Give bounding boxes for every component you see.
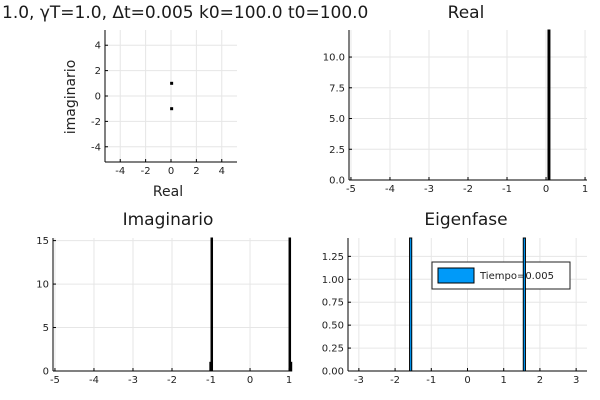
p2-bar-0: [210, 237, 214, 372]
p3-bar-0: [409, 237, 413, 372]
p0-xlabel: Real: [153, 184, 183, 200]
p1-xtick-label-3: -2: [463, 184, 473, 195]
p1-title: Real: [448, 3, 485, 23]
legend-label: Tiempo=0.005: [479, 271, 554, 282]
p1-xtick-label-5: 0: [543, 184, 549, 195]
p3-xtick-label-0: -3: [354, 375, 364, 386]
p1-xtick-label-4: -1: [502, 184, 512, 195]
p2-xtick-label-6: 1: [286, 375, 292, 386]
p3-ytick-label-4: 1.00: [322, 275, 344, 286]
legend-swatch: [437, 267, 475, 284]
p2-bar-3: [289, 361, 293, 372]
p3-bar-1: [522, 237, 526, 372]
p2-bar-2: [288, 237, 292, 372]
p2-title: Imaginario: [123, 210, 214, 230]
p0-point-1: [170, 107, 174, 111]
p0-grid: [105, 30, 237, 162]
p1-xtick-label-2: -3: [424, 184, 434, 195]
p3-xtick-label-4: 1: [501, 375, 507, 386]
p3-ytick-label-0: 0.00: [322, 367, 344, 378]
p2-xtick-label-5: 0: [247, 375, 253, 386]
p3-xtick-label-5: 2: [537, 375, 543, 386]
p0-ytick-label-1: -2: [91, 117, 101, 128]
p0-xtick-label-4: 4: [219, 166, 225, 177]
p3-ytick-label-3: 0.75: [322, 298, 344, 309]
p1-ytick-label-1: 2.5: [329, 145, 345, 156]
p3-ytick-label-2: 0.50: [322, 321, 344, 332]
p3-xtick-label-2: -1: [426, 375, 436, 386]
p0-ylabel: imaginario: [63, 60, 79, 135]
p2-xtick-label-4: -1: [206, 375, 216, 386]
eigenfase-histogram: Eigenfase Tiempo=0.005 -3 -2 -1 0 1 2 3 0.00 0.2…: [322, 210, 587, 386]
p1-ytick-label-0: 0.0: [329, 176, 345, 187]
p1-grid: [349, 30, 587, 181]
p2-xtick-label-3: -2: [167, 375, 177, 386]
p2-ytick-label-3: 15: [36, 236, 49, 247]
p0-xtick-label-3: 2: [193, 166, 199, 177]
real-histogram: Real -5 -4 -3 -2 -1 0 10.02.55.07.510.0: [323, 3, 589, 195]
p3-ytick-label-1: 0.25: [322, 344, 344, 355]
p3-xtick-label-1: -2: [390, 375, 400, 386]
p0-xtick-label-1: -2: [141, 166, 151, 177]
p0-ytick-label-4: 4: [95, 41, 101, 52]
p1-ytick-label-4: 10.0: [323, 53, 345, 64]
p1-xtick-label-0: -5: [346, 184, 356, 195]
p2-xtick-label-1: -4: [89, 375, 99, 386]
p2-grid: [53, 238, 291, 372]
p0-ytick-label-3: 2: [95, 66, 101, 77]
p0-ytick-label-0: -4: [91, 142, 101, 153]
p1-ytick-label-3: 7.5: [329, 83, 345, 94]
p1-bar-0: [547, 29, 551, 181]
legend: Tiempo=0.005: [431, 261, 571, 290]
p1-xtick-label-1: -4: [385, 184, 395, 195]
p1-xtick-label-6: 1: [582, 184, 588, 195]
p0-ytick-label-2: 0: [95, 92, 101, 103]
p2-xtick-label-2: -3: [128, 375, 138, 386]
eigenvalue-scatter-plot: Real imaginario -4 -2 0 2 4 -4 -2 0 2 4: [63, 30, 237, 200]
p3-grid: [348, 238, 587, 372]
p3-ytick-label-5: 1.25: [322, 252, 344, 263]
p2-ytick-label-1: 5: [43, 323, 49, 334]
p0-xtick-label-2: 0: [168, 166, 174, 177]
p2-xtick-label-0: -5: [50, 375, 60, 386]
p0-point-0: [170, 81, 174, 85]
p2-ytick-label-2: 10: [36, 280, 49, 291]
p3-xtick-label-6: 3: [573, 375, 579, 386]
p3-title: Eigenfase: [424, 210, 507, 230]
p0-xtick-label-0: -4: [115, 166, 125, 177]
p1-ytick-label-2: 5.0: [329, 114, 345, 125]
p2-ytick-label-0: 0: [43, 367, 49, 378]
figure-suptitle: 1.0, γT=1.0, Δt=0.005 k0=100.0 t0=100.0: [2, 3, 368, 23]
p3-xtick-label-3: 0: [464, 375, 470, 386]
